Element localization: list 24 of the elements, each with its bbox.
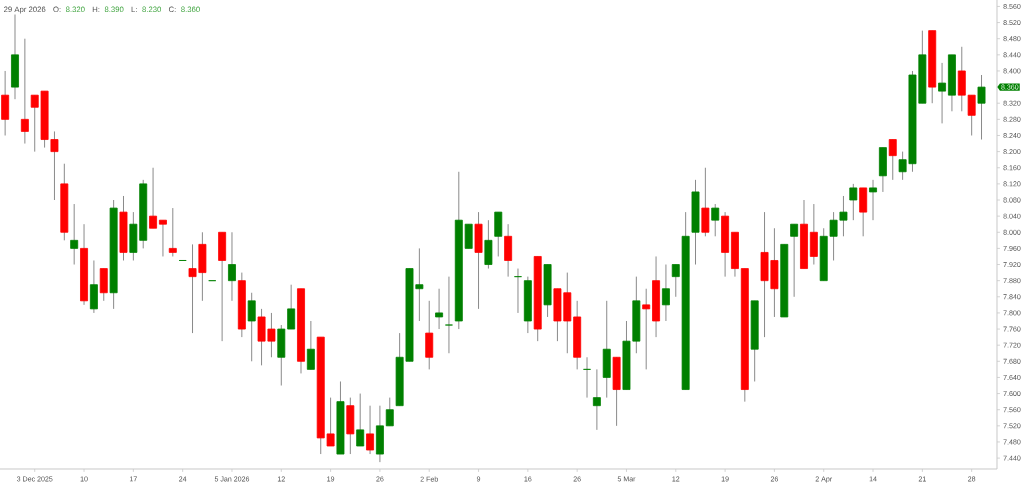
candlestick: [445, 276, 453, 354]
candlestick: [287, 284, 296, 330]
candlestick: [977, 74, 986, 141]
candlestick: [70, 203, 79, 266]
candlestick: [158, 219, 167, 257]
candlestick: [247, 292, 256, 362]
candlestick: [888, 139, 897, 181]
candlestick: [20, 38, 29, 145]
candlestick: [306, 320, 315, 370]
candlestick: [661, 264, 670, 322]
candlestick: [849, 183, 858, 221]
candlestick: [711, 203, 720, 237]
candlestick: [435, 288, 444, 330]
candlestick: [592, 368, 601, 431]
candlestick: [228, 231, 236, 302]
candlestick: [385, 397, 394, 427]
candlestick: [366, 405, 374, 455]
candlestick: [790, 223, 799, 298]
candlestick: [869, 179, 877, 221]
candlestick: [938, 62, 947, 124]
candlestick: [149, 167, 158, 229]
candlestick: [356, 393, 365, 447]
candlestick: [168, 207, 177, 257]
candlestick: [642, 288, 651, 370]
